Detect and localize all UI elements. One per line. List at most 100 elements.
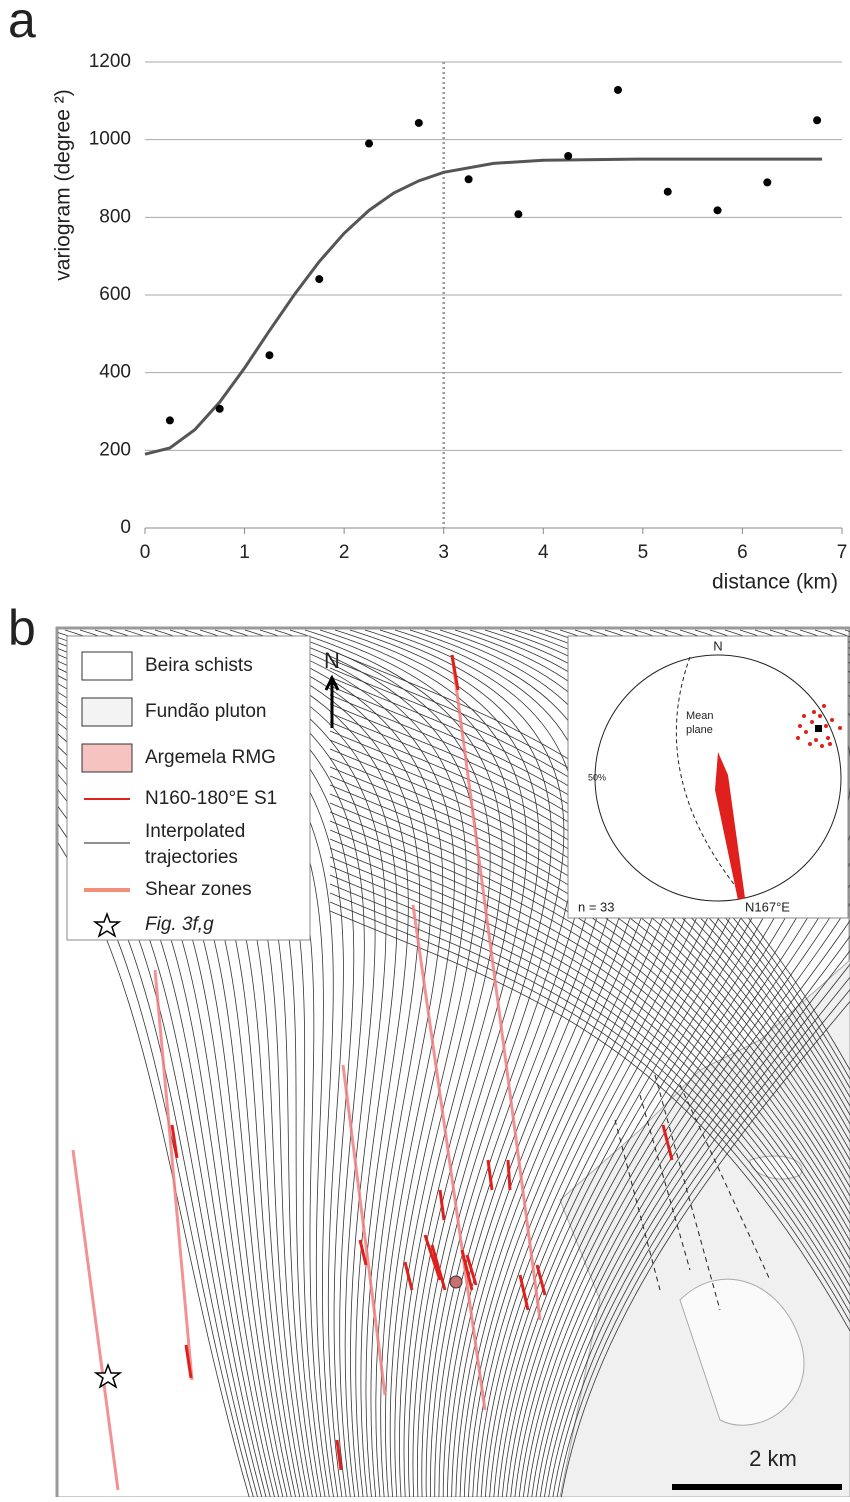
pluton-outline — [679, 1155, 805, 1426]
legend-label: Fig. 3f,g — [145, 914, 214, 935]
trajectory — [289, 629, 503, 1497]
data-point — [763, 178, 772, 187]
legend-swatch — [81, 743, 133, 773]
trajectory — [58, 733, 280, 1497]
panel-label: a — [8, 0, 36, 48]
trajectory — [58, 774, 267, 1497]
y-tick-label: 1200 — [89, 51, 131, 72]
trajectory — [329, 865, 850, 1287]
x-tick-label: 1 — [239, 542, 250, 563]
trajectory — [329, 802, 850, 1224]
trajectory — [522, 629, 850, 1497]
data-point — [514, 210, 523, 219]
data-point — [265, 351, 274, 360]
trajectory — [214, 629, 444, 1497]
trajectory — [274, 629, 491, 1497]
trajectory — [329, 847, 850, 1269]
trajectory — [229, 629, 455, 1497]
star — [93, 1362, 123, 1389]
inset-north: N — [713, 638, 722, 653]
y-axis-label: variogram (degree ²) — [52, 89, 75, 280]
s1-foliations — [170, 654, 674, 1471]
trajectory — [329, 892, 850, 1314]
trajectory — [556, 629, 850, 1497]
y-tick-label: 1000 — [89, 129, 131, 150]
data-point — [414, 118, 423, 127]
data-point — [215, 404, 224, 413]
trajectory — [58, 823, 254, 1497]
model-curve — [144, 157, 823, 456]
north-arrow — [324, 674, 340, 728]
legend-swatch — [92, 911, 122, 938]
data-point — [613, 85, 622, 94]
trajectory — [58, 842, 250, 1497]
data-point — [813, 116, 822, 125]
trajectory — [169, 629, 409, 1497]
trajectory — [58, 722, 284, 1497]
trajectory — [535, 629, 850, 1497]
trajectory — [329, 829, 850, 1251]
inset-label: Mean — [686, 710, 714, 722]
panel-label: b — [8, 600, 36, 656]
trajectory — [58, 759, 271, 1497]
legend-label: trajectories — [145, 847, 238, 868]
y-tick-label: 600 — [99, 284, 131, 305]
trajectory — [58, 701, 292, 1497]
data-point — [315, 275, 324, 284]
trajectory — [58, 746, 275, 1497]
trajectory — [329, 874, 850, 1296]
x-tick-label: 0 — [140, 542, 151, 563]
legend-label: N160-180°E S1 — [145, 788, 277, 809]
trajectory — [560, 1000, 850, 1497]
data-point — [564, 151, 573, 160]
trajectory — [552, 629, 850, 1497]
s1-rose — [715, 752, 745, 900]
trajectory — [329, 901, 850, 1323]
legend-label: Beira schists — [145, 655, 253, 676]
scale-label: 2 km — [749, 1446, 797, 1471]
x-tick-label: 3 — [438, 542, 449, 563]
shear-zones — [71, 654, 542, 1491]
x-axis-label: distance (km) — [712, 571, 838, 594]
map: Beira schists Fundão pluton Argemela RMG… — [55, 626, 850, 1500]
trajectory — [544, 629, 850, 1497]
north-label: N — [324, 648, 340, 673]
trajectory — [329, 820, 850, 1242]
rmg — [449, 1275, 463, 1289]
inferred-lines — [614, 1074, 771, 1311]
y-tick-label: 800 — [99, 206, 131, 227]
trajectory — [424, 629, 615, 1497]
x-tick-label: 5 — [638, 542, 649, 563]
data-point — [663, 187, 672, 196]
trajectory — [329, 793, 850, 1215]
data-point — [165, 416, 174, 425]
y-tick-label: 400 — [99, 362, 131, 383]
legend-label: Shear zones — [145, 879, 252, 900]
trajectory — [329, 910, 850, 1332]
x-tick-label: 4 — [538, 542, 549, 563]
inset — [567, 635, 849, 919]
poles — [796, 704, 842, 748]
legend-label: Argemela RMG — [145, 747, 276, 768]
stereonet — [594, 654, 842, 902]
x-tick-label: 2 — [339, 542, 350, 563]
x-tick-label: 7 — [837, 542, 848, 563]
legend-label: Interpolated — [145, 821, 245, 842]
x-tick-label: 6 — [737, 542, 748, 563]
variogram-plot: 0 200 400 600 800 1000 1200 0 1 2 3 4 5 6 7 — [89, 51, 848, 563]
trajectory — [364, 629, 565, 1497]
inset-label: N167°E — [745, 899, 790, 914]
y-tick-label: 0 — [120, 517, 131, 538]
trajectory — [349, 629, 552, 1497]
trajectory — [329, 856, 850, 1278]
trajectory — [531, 629, 850, 1497]
trajectory — [58, 806, 259, 1497]
legend-swatch — [81, 697, 133, 727]
trajectory — [329, 838, 850, 1260]
inset-label: n = 33 — [578, 899, 615, 914]
trajectory — [329, 811, 850, 1233]
trajectory — [58, 711, 288, 1497]
trajectory — [244, 629, 467, 1497]
trajectory — [304, 629, 515, 1497]
